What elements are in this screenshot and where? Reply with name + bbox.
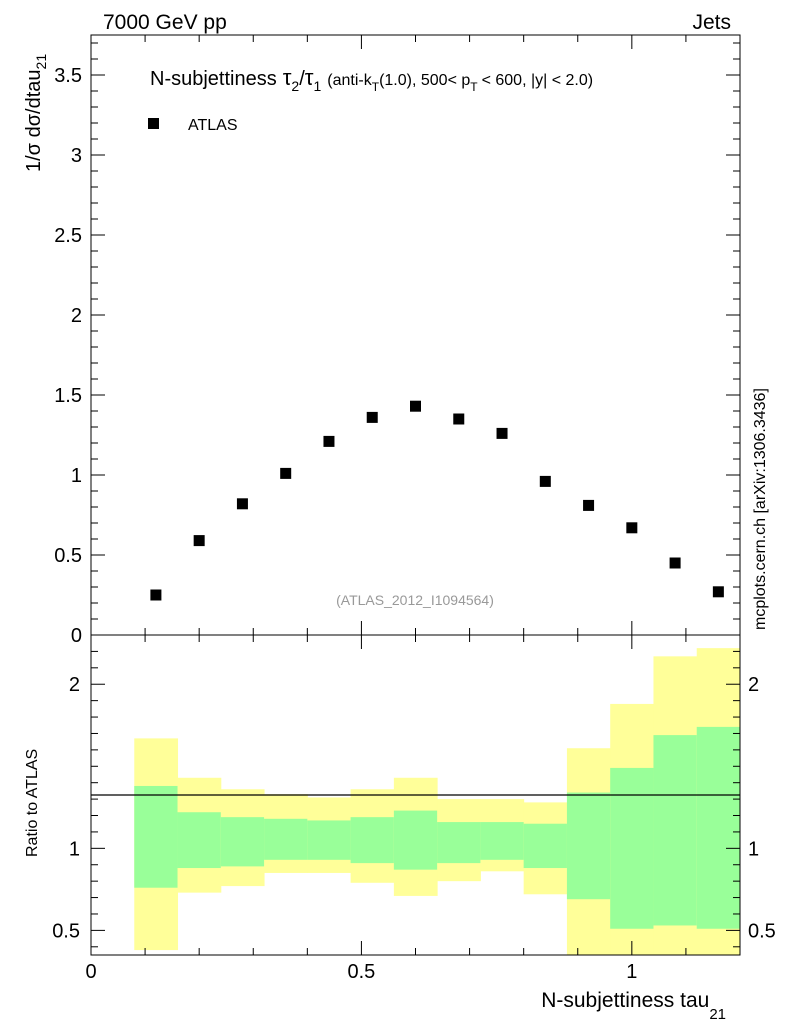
- ratio-y-tick-label-left: 2: [69, 674, 80, 696]
- green-band: [566, 792, 611, 900]
- main-y-axis-label: 1/σ dσ/dtau21: [23, 54, 49, 172]
- main-y-tick-label: 3.5: [54, 65, 82, 87]
- data-point: [193, 535, 205, 547]
- ratio-y-tick-labels-left: 0.5 1 2: [52, 674, 80, 942]
- green-band: [177, 812, 222, 869]
- green-band: [523, 823, 568, 869]
- analysis-id: (ATLAS_2012_I1094564): [336, 592, 494, 608]
- legend-marker: [148, 118, 159, 129]
- ratio-uncertainty-bands: [134, 648, 741, 955]
- green-band: [220, 817, 265, 867]
- x-tick-label: 1: [626, 961, 637, 983]
- data-point: [583, 499, 595, 511]
- main-y-tick-label: 2: [71, 305, 82, 327]
- x-axis-label: N-subjettiness tau21: [541, 989, 726, 1023]
- data-point: [366, 411, 378, 423]
- green-band: [610, 767, 654, 929]
- data-point: [236, 498, 248, 510]
- ratio-y-tick-labels-right: 0.5 1 2: [748, 674, 776, 942]
- ratio-panel: 0.512 0.512 0 0.5 1 Ratio to ATLAS N-subje…: [24, 634, 776, 1023]
- data-point: [410, 400, 421, 412]
- ratio-y-tick-label-left: 0.5: [52, 920, 80, 942]
- ratio-y-tick-label-right: 0.5: [748, 920, 776, 942]
- main-y-tick-label: 3: [71, 145, 82, 167]
- green-band: [480, 822, 525, 860]
- x-tick-labels: 0 0.5 1: [85, 961, 637, 983]
- green-band: [134, 785, 179, 888]
- green-band: [696, 726, 741, 929]
- atlas-data-points: [150, 400, 724, 601]
- data-point: [712, 586, 724, 598]
- main-panel: 0 0.5 1 1.5 2 2.5 3 3.5 1/σ dσ/dtau21 N-subjett…: [23, 34, 741, 647]
- green-band: [264, 818, 308, 860]
- energy-label: 7000 GeV pp: [103, 11, 227, 34]
- main-y-tick-label: 1: [71, 465, 82, 487]
- green-band: [307, 820, 352, 860]
- green-band: [653, 735, 698, 926]
- source-url: mcplots.cern.ch [arXiv:1306.3436]: [752, 388, 769, 630]
- main-y-tick-labels: 0 0.5 1 1.5 2 2.5 3 3.5: [54, 65, 82, 647]
- ratio-axis-ticks: [90, 634, 741, 955]
- ratio-y-tick-label-left: 1: [69, 838, 80, 860]
- green-band: [393, 810, 438, 870]
- main-y-tick-label: 0: [71, 625, 82, 647]
- ratio-y-tick-label-right: 2: [748, 674, 759, 696]
- main-axis-ticks: [90, 35, 741, 636]
- plot-title: N-subjettiness τ2/τ1 (anti-kT(1.0), 500< p…: [150, 65, 593, 94]
- x-tick-label: 0: [85, 961, 96, 983]
- ratio-y-axis-label: Ratio to ATLAS: [24, 749, 41, 857]
- main-y-tick-label: 1.5: [54, 385, 82, 407]
- main-y-tick-label: 0.5: [54, 545, 82, 567]
- process-label: Jets: [692, 11, 731, 34]
- data-point: [280, 467, 292, 479]
- legend-label: ATLAS: [188, 117, 238, 134]
- data-point: [323, 435, 335, 447]
- x-tick-label: 0.5: [348, 961, 376, 983]
- green-band: [437, 822, 481, 864]
- data-point: [453, 413, 465, 425]
- data-point: [539, 475, 551, 487]
- data-point: [626, 522, 638, 534]
- green-band: [350, 817, 395, 864]
- ratio-y-tick-label-right: 1: [748, 838, 759, 860]
- data-point: [669, 557, 681, 569]
- main-y-tick-label: 2.5: [54, 225, 82, 247]
- data-point: [150, 589, 162, 601]
- data-point: [496, 427, 508, 439]
